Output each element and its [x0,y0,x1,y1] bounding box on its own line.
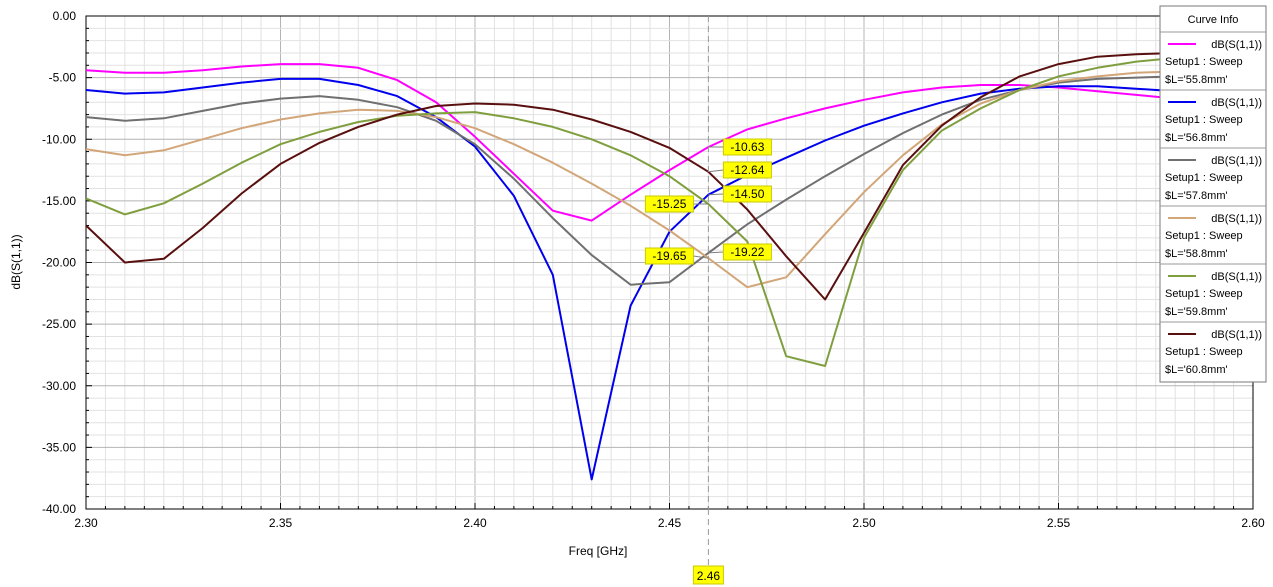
marker-value-label: -14.50 [730,187,764,201]
x-tick-label: 2.35 [269,516,293,530]
series-line-3 [85,75,1176,286]
marker-value-box [722,243,772,261]
marker-value-box [644,247,694,265]
y-tick-label: -20.00 [42,256,76,270]
series-line-5 [85,56,1176,367]
legend-series-param: $L='60.8mm' [1165,364,1228,376]
curve-info-legend[interactable]: Curve Info dB(S(1,1)) Setup1 : Sweep $L='55… [1159,5,1267,383]
y-tick-label: -15.00 [42,194,76,208]
legend-series-setup: Setup1 : Sweep [1165,288,1243,300]
y-tick-label: -30.00 [42,379,76,393]
marker-x-box [692,565,724,585]
marker-value-box [722,138,772,156]
legend-series-name: dB(S(1,1)) [1211,271,1262,283]
x-tick-label: 2.30 [74,516,98,530]
legend-series-param: $L='59.8mm' [1165,306,1228,318]
marker-leader [708,193,724,196]
legend-box [1159,5,1267,383]
marker-leader [708,169,724,173]
axis-ticks [85,15,1254,510]
marker-group: 2.46 -10.63 -12.64 -14.50 -15.25 -19.22 -19.65 [644,16,772,585]
series-line-6 [85,52,1176,301]
legend-series-setup: Setup1 : Sweep [1165,346,1243,358]
y-tick-label: -40.00 [42,502,76,516]
y-tick-label: -25.00 [42,317,76,331]
y-tick-label: -35.00 [42,440,76,454]
marker-value-label: -19.22 [730,245,764,259]
marker-value-label: -15.25 [652,197,686,211]
legend-series-setup: Setup1 : Sweep [1165,56,1243,68]
legend-series-name: dB(S(1,1)) [1211,97,1262,109]
legend-series-name: dB(S(1,1)) [1211,39,1262,51]
x-axis-label: Freq [GHz] [569,544,628,558]
legend-series-param: $L='58.8mm' [1165,248,1228,260]
y-axis-label: dB(S(1,1)) [9,234,23,289]
series-line-2 [85,77,1176,481]
series-lines [85,52,1176,481]
marker-value-label: -12.64 [730,163,764,177]
marker-value-label: -10.63 [730,140,764,154]
legend-series-name: dB(S(1,1)) [1211,329,1262,341]
legend-series-name: dB(S(1,1)) [1211,155,1262,167]
x-tick-label: 2.60 [1241,516,1265,530]
marker-x-label: 2.46 [697,569,721,583]
legend-series-setup: Setup1 : Sweep [1165,172,1243,184]
legend-series-param: $L='57.8mm' [1165,190,1228,202]
y-tick-label: 0.00 [53,9,77,23]
y-tick-label: -5.00 [49,71,77,85]
x-tick-label: 2.55 [1047,516,1071,530]
marker-value-box [722,185,772,203]
legend-header [1159,5,1267,33]
y-tick-label: -10.00 [42,132,76,146]
tick-labels: 2.30 2.35 2.40 2.45 2.50 2.55 2.60 0.00 -5.00 -10… [42,9,1265,530]
series-line-1 [85,63,1176,222]
x-tick-label: 2.50 [852,516,876,530]
series-line-4 [85,70,1176,289]
x-tick-label: 2.45 [658,516,682,530]
legend-series-param: $L='56.8mm' [1165,132,1228,144]
marker-value-label: -19.65 [652,249,686,263]
legend-title: Curve Info [1188,14,1239,26]
legend-series-name: dB(S(1,1)) [1211,213,1262,225]
marker-value-box [644,195,694,213]
legend-series-param: $L='55.8mm' [1165,74,1228,86]
legend-series-setup: Setup1 : Sweep [1165,230,1243,242]
x-tick-label: 2.40 [463,516,487,530]
legend-series-setup: Setup1 : Sweep [1165,114,1243,126]
marker-value-box [722,161,772,179]
marker-leader [693,255,709,259]
marker-leader [708,251,724,254]
